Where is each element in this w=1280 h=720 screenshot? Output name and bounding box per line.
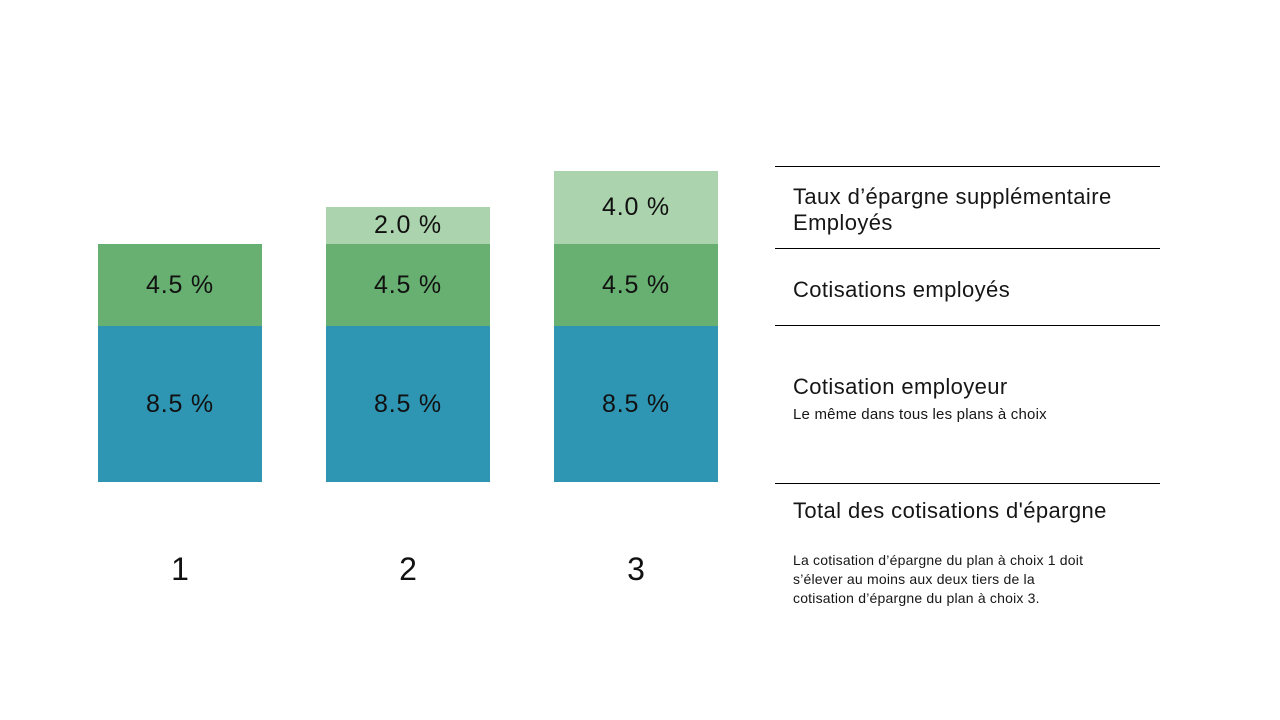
segment-employer: 8.5 % [98, 326, 262, 482]
bar-plan-1: 8.5 % 4.5 % [98, 244, 262, 482]
legend-title: Total des cotisations d'épargne [793, 498, 1107, 523]
footnote-line: s’élever au moins aux deux tiers de la [793, 571, 1035, 587]
bar-plan-2: 8.5 % 4.5 % 2.0 % [326, 207, 490, 482]
legend-entry-total: Total des cotisations d'épargne [793, 498, 1165, 524]
segment-value-label: 2.0 % [374, 211, 442, 239]
segment-employer: 8.5 % [326, 326, 490, 482]
segment-employer: 8.5 % [554, 326, 718, 482]
category-label: 2 [399, 551, 417, 587]
segment-value-label: 8.5 % [146, 389, 214, 418]
segment-employees: 4.5 % [326, 244, 490, 326]
segment-employees: 4.5 % [554, 244, 718, 326]
segment-supplementary: 2.0 % [326, 207, 490, 244]
segment-employees: 4.5 % [98, 244, 262, 326]
separator-line [775, 483, 1160, 484]
legend-title: Employés [793, 210, 893, 235]
legend-subtitle: Le même dans tous les plans à choix [793, 406, 1047, 423]
footnote-line: cotisation d’épargne du plan à choix 3. [793, 590, 1040, 606]
segment-value-label: 4.5 % [374, 270, 442, 299]
legend-entry-employees: Cotisations employés [793, 277, 1165, 303]
legend-title: Taux d’épargne supplémentaire [793, 184, 1112, 209]
category-label: 3 [627, 551, 645, 587]
segment-value-label: 8.5 % [374, 389, 442, 418]
segment-value-label: 4.0 % [602, 193, 670, 221]
footnote-line: La cotisation d’épargne du plan à choix … [793, 552, 1084, 568]
legend-title: Cotisation employeur [793, 374, 1008, 399]
segment-value-label: 8.5 % [602, 389, 670, 418]
legend-entry-supplementary: Taux d’épargne supplémentaire Employés [793, 184, 1165, 236]
segment-value-label: 4.5 % [602, 270, 670, 299]
legend-title: Cotisations employés [793, 277, 1011, 302]
footnote: La cotisation d’épargne du plan à choix … [793, 551, 1165, 608]
separator-line [775, 248, 1160, 249]
segment-value-label: 4.5 % [146, 270, 214, 299]
bar-plan-3: 8.5 % 4.5 % 4.0 % [554, 171, 718, 482]
separator-line [775, 325, 1160, 326]
legend-entry-employer: Cotisation employeur Le même dans tous l… [793, 374, 1165, 424]
category-label: 1 [171, 551, 189, 587]
segment-supplementary: 4.0 % [554, 171, 718, 244]
separator-line [775, 166, 1160, 167]
